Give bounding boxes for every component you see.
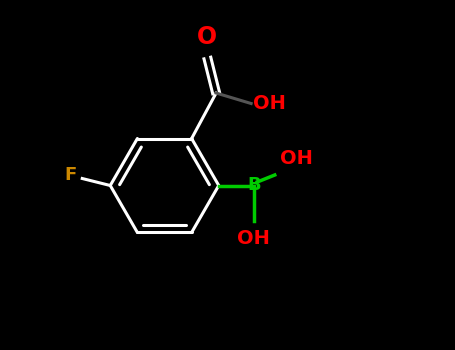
Text: OH: OH <box>280 149 313 168</box>
Text: OH: OH <box>253 94 286 113</box>
Text: OH: OH <box>238 229 270 248</box>
Text: O: O <box>197 25 217 49</box>
Text: B: B <box>247 176 261 195</box>
Text: F: F <box>65 166 77 184</box>
